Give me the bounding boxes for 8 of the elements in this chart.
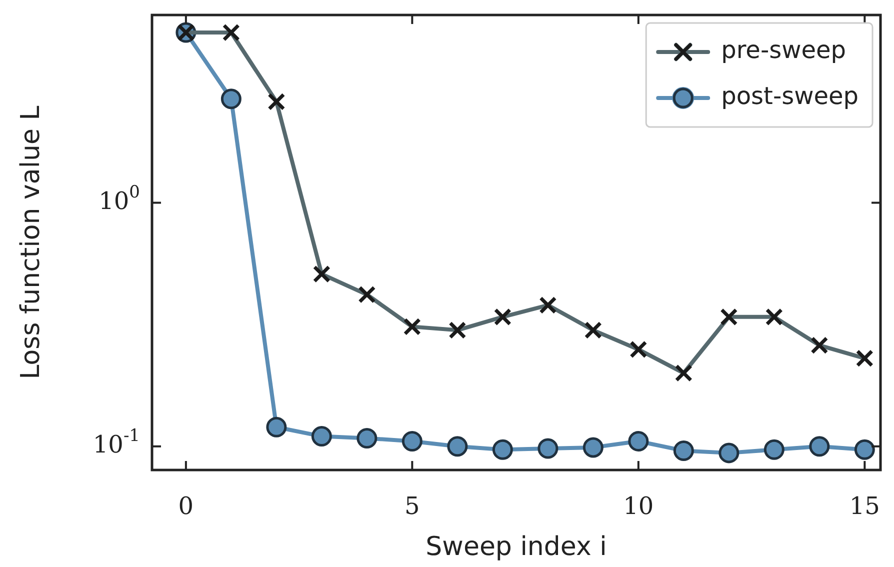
x-tick-label: 10 bbox=[623, 492, 654, 520]
x-tick-label: 15 bbox=[849, 492, 880, 520]
legend-label: post-sweep bbox=[721, 82, 858, 110]
legend-label: pre-sweep bbox=[721, 36, 846, 64]
y-axis-title: Loss function value L bbox=[16, 105, 46, 380]
x-tick-label: 0 bbox=[178, 492, 194, 520]
x-tick-label: 5 bbox=[404, 492, 420, 520]
x-axis-title: Sweep index i bbox=[426, 532, 607, 562]
